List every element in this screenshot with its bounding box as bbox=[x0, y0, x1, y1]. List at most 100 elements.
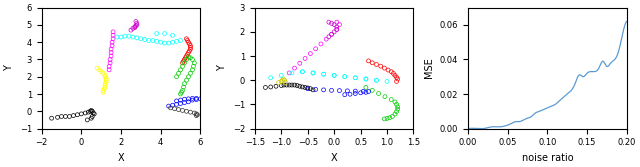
Point bbox=[68, 114, 79, 117]
Point bbox=[300, 57, 310, 60]
Point bbox=[279, 84, 289, 86]
Point bbox=[82, 119, 92, 121]
Point bbox=[308, 72, 318, 74]
Point bbox=[276, 80, 287, 83]
Point bbox=[128, 36, 138, 38]
Point bbox=[105, 58, 115, 61]
Point bbox=[361, 78, 371, 80]
Point bbox=[143, 39, 154, 42]
Point bbox=[292, 84, 302, 87]
Point bbox=[284, 84, 294, 86]
Point bbox=[107, 44, 117, 47]
Point bbox=[329, 74, 339, 77]
Point bbox=[392, 78, 403, 80]
Point bbox=[310, 47, 321, 50]
Y-axis label: MSE: MSE bbox=[424, 58, 434, 78]
Point bbox=[177, 89, 188, 92]
Point bbox=[177, 109, 188, 112]
Point bbox=[131, 20, 141, 23]
Point bbox=[388, 72, 399, 75]
Point bbox=[340, 93, 350, 96]
Point bbox=[186, 44, 196, 47]
Point bbox=[101, 77, 111, 80]
Point bbox=[179, 62, 189, 64]
Point bbox=[364, 59, 374, 62]
Point bbox=[183, 98, 193, 100]
Point bbox=[86, 109, 97, 112]
Point bbox=[332, 28, 342, 31]
Point bbox=[100, 74, 110, 76]
Point bbox=[282, 84, 292, 86]
Point bbox=[350, 76, 360, 79]
Point bbox=[152, 32, 162, 35]
Point bbox=[175, 102, 186, 105]
Point bbox=[382, 80, 392, 83]
Point bbox=[101, 81, 111, 83]
Point bbox=[98, 89, 108, 92]
Point bbox=[186, 46, 196, 49]
Point bbox=[276, 84, 287, 87]
Point bbox=[99, 88, 109, 90]
Point bbox=[179, 86, 189, 89]
Point bbox=[332, 28, 342, 31]
Point bbox=[392, 80, 402, 83]
Point bbox=[298, 70, 308, 73]
Point bbox=[104, 65, 114, 68]
Point bbox=[177, 62, 188, 64]
Point bbox=[361, 78, 371, 80]
Point bbox=[192, 113, 202, 116]
Point bbox=[329, 31, 339, 33]
Point bbox=[163, 105, 173, 107]
Point bbox=[168, 34, 178, 37]
Point bbox=[52, 116, 63, 119]
Point bbox=[136, 37, 146, 40]
Point bbox=[376, 65, 386, 67]
Point bbox=[371, 79, 381, 81]
Point bbox=[188, 97, 198, 100]
Point bbox=[181, 79, 191, 81]
Point bbox=[305, 87, 316, 90]
Point bbox=[319, 89, 329, 91]
Point bbox=[287, 72, 297, 74]
Point bbox=[106, 55, 116, 57]
Point bbox=[172, 100, 182, 102]
Point bbox=[266, 76, 276, 79]
Point bbox=[172, 103, 182, 106]
Point bbox=[183, 75, 193, 78]
Point bbox=[392, 105, 403, 108]
Point bbox=[101, 79, 111, 81]
Point bbox=[334, 23, 344, 26]
Point bbox=[96, 70, 106, 73]
Point bbox=[108, 31, 118, 33]
Point bbox=[316, 43, 326, 45]
Point bbox=[179, 58, 189, 61]
Point bbox=[329, 74, 339, 77]
Point bbox=[371, 79, 381, 81]
Point bbox=[340, 75, 350, 78]
Point bbox=[72, 113, 83, 116]
Point bbox=[350, 90, 360, 92]
Point bbox=[188, 58, 198, 61]
Point bbox=[108, 34, 118, 37]
Point bbox=[86, 117, 97, 120]
Point bbox=[303, 87, 313, 90]
Point bbox=[156, 41, 166, 44]
Point bbox=[298, 70, 308, 73]
Point bbox=[180, 56, 191, 59]
Point bbox=[152, 40, 162, 43]
Point bbox=[112, 36, 122, 38]
Point bbox=[188, 68, 198, 71]
Point bbox=[177, 65, 188, 68]
Point bbox=[260, 86, 271, 89]
Point bbox=[392, 108, 403, 111]
Point bbox=[166, 107, 176, 109]
Point bbox=[182, 53, 193, 56]
Point bbox=[179, 101, 189, 104]
Point bbox=[85, 110, 95, 113]
Point bbox=[186, 111, 196, 114]
Point bbox=[189, 112, 200, 114]
Point bbox=[278, 78, 289, 80]
Point bbox=[106, 51, 116, 54]
Point bbox=[179, 82, 189, 85]
X-axis label: X: X bbox=[118, 153, 124, 163]
